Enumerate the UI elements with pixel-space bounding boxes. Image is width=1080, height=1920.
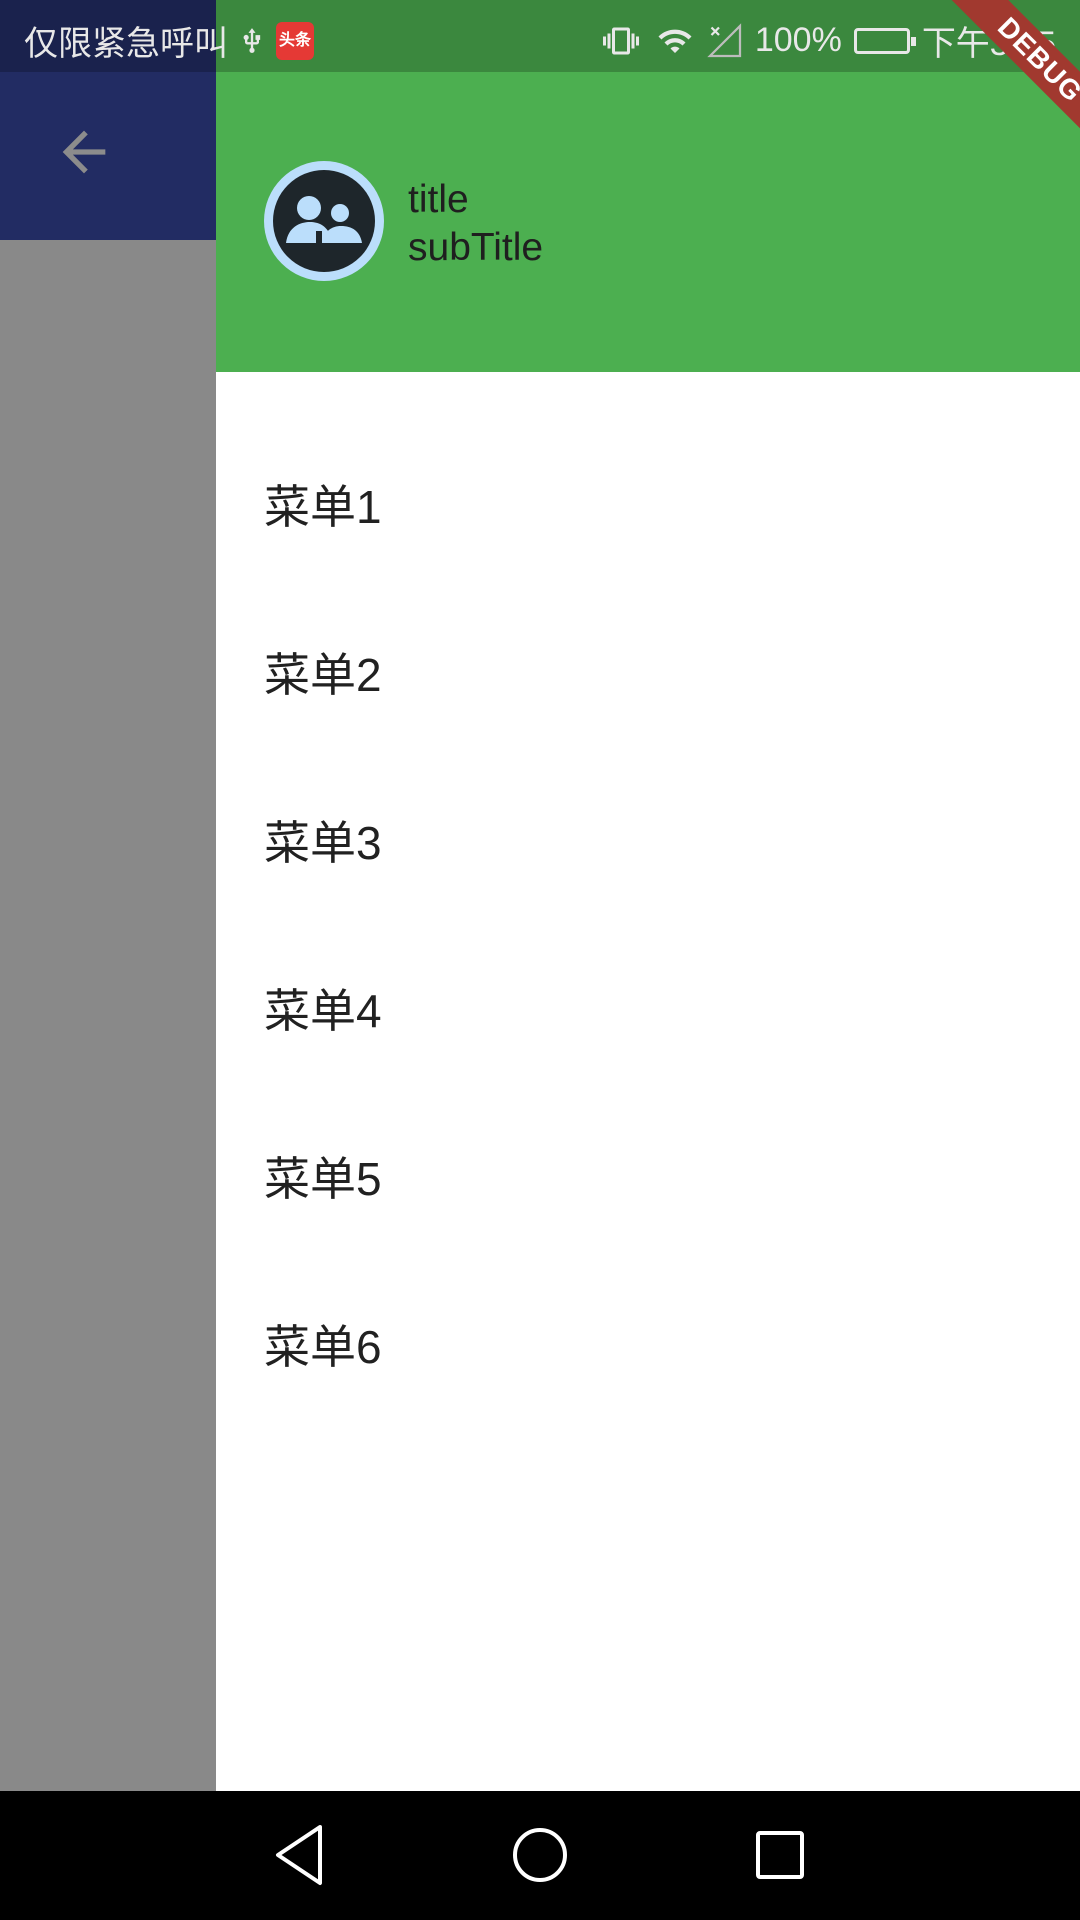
news-app-icon: 头条 (276, 21, 314, 60)
usb-icon (243, 27, 261, 53)
menu-item-2[interactable]: 菜单2 (264, 649, 382, 701)
menu-item-3[interactable]: 菜单3 (264, 817, 382, 869)
battery-charging-icon (853, 27, 916, 54)
drawer-subtitle: subTitle (408, 226, 544, 269)
drawer-title: title (408, 178, 469, 221)
battery-percent: 100% (754, 21, 842, 59)
no-signal-icon (707, 22, 741, 57)
wifi-icon (658, 29, 692, 53)
menu-item-1[interactable]: 菜单1 (264, 481, 382, 533)
square-recents-icon[interactable] (740, 1815, 820, 1895)
status-left: 仅限紧急呼叫 头条 (24, 16, 314, 65)
menu-item-6[interactable]: 菜单6 (264, 1321, 382, 1373)
menu-list: 菜单1 菜单2 菜单3 菜单4 菜单5 菜单6 (216, 420, 1080, 1428)
circle-home-icon[interactable] (500, 1815, 580, 1895)
people-avatar-icon (273, 170, 375, 272)
carrier-text: 仅限紧急呼叫 (24, 25, 228, 63)
menu-item-4[interactable]: 菜单4 (264, 985, 382, 1037)
drawer-header: title subTitle (216, 0, 1080, 372)
arrow-back-icon[interactable] (52, 120, 116, 184)
triangle-back-icon[interactable] (260, 1815, 340, 1895)
system-nav-bar (0, 1791, 1080, 1920)
vibrate-icon (602, 27, 639, 54)
navigation-drawer: title subTitle 菜单1 菜单2 菜单3 菜单4 菜单5 菜单6 (216, 0, 1080, 1791)
avatar[interactable] (264, 161, 384, 281)
header-text: title subTitle (408, 176, 543, 272)
menu-item-5[interactable]: 菜单5 (264, 1153, 382, 1205)
status-bar: 仅限紧急呼叫 头条 100% 下午3:05 (0, 0, 1080, 72)
